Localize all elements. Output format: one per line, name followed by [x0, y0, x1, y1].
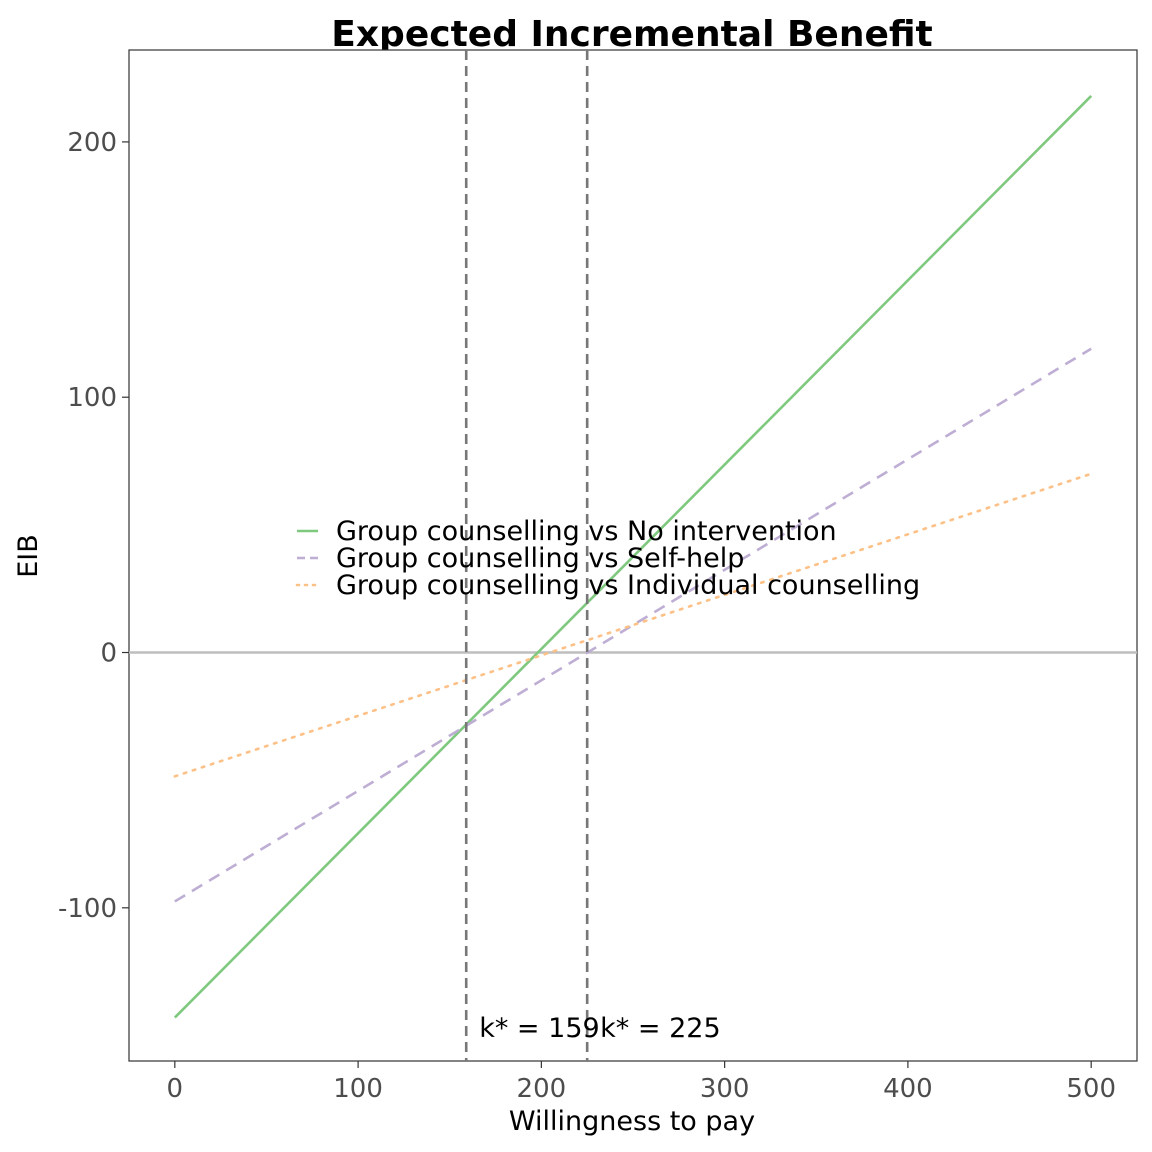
x-axis-title: Willingness to pay	[509, 1106, 755, 1137]
plot-marks: k* = 159 k* = 225	[129, 50, 1137, 1061]
legend-label-1: Group counselling vs No intervention	[336, 516, 837, 547]
series-line-1	[173, 95, 1093, 1019]
series-line-2	[174, 347, 1092, 903]
x-tick-label-6: 500	[1066, 1074, 1116, 1104]
x-tick-label-3: 200	[517, 1074, 567, 1104]
x-tick-label-2: 100	[333, 1074, 383, 1104]
y-axis-title: EIB	[13, 534, 44, 578]
x-tick-label-4: 300	[700, 1074, 750, 1104]
kstar-label-1: k* = 159	[479, 1013, 599, 1044]
series-line-3	[173, 472, 1093, 778]
x-tick-label-5: 400	[883, 1074, 933, 1104]
axes: 0 100 200 300 400 500 -100 0 100 200	[58, 128, 1116, 1104]
kstar-label-2: k* = 225	[600, 1013, 720, 1044]
y-tick-label-1: -100	[58, 894, 117, 924]
legend-label-3: Group counselling vs Individual counsell…	[336, 570, 920, 601]
x-tick-label-1: 0	[167, 1074, 184, 1104]
y-tick-label-4: 200	[67, 128, 117, 158]
legend-label-2: Group counselling vs Self-help	[336, 543, 744, 574]
chart-title: Expected Incremental Benefit	[331, 14, 933, 55]
y-tick-label-2: 0	[100, 639, 117, 669]
legend: Group counselling vs No interventionGrou…	[295, 516, 920, 601]
y-tick-label-3: 100	[67, 383, 117, 413]
